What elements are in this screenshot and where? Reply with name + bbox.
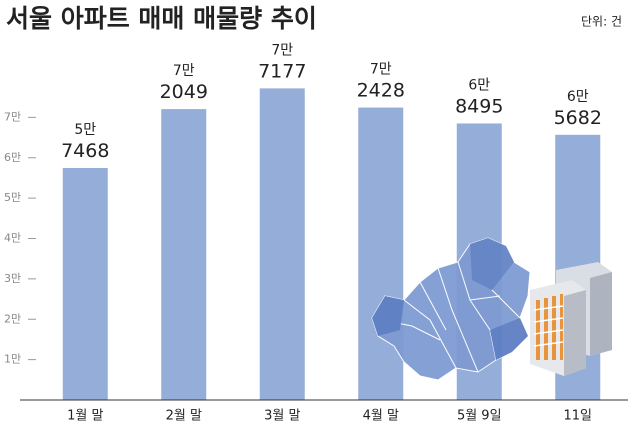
value-label: 6만 8495 [455,77,503,117]
chart-title: 서울 아파트 매매 매물량 추이 [6,4,317,33]
y-tick-label: 4만 [4,232,21,245]
unit-note: 단위: 건 [581,15,622,29]
y-tick-label: 1만 [4,353,21,366]
y-tick-label: 7만 [4,110,21,123]
value-label: 7만 2428 [357,62,405,102]
x-tick-label: 11일 [563,409,592,424]
bars [62,88,601,401]
y-tick-label: 6만 [4,151,21,164]
buildings [530,262,612,376]
bar [62,167,108,400]
x-tick-label: 1월 말 [67,409,103,424]
x-tick-label: 4월 말 [363,409,399,424]
x-tick-label: 3월 말 [264,409,300,424]
y-tick-label: 5만 [4,191,21,204]
value-label: 7만 7177 [258,42,306,81]
y-tick-label: 3만 [4,272,21,285]
seoul-map [371,237,531,381]
x-tick-label: 5월 9일 [457,409,502,424]
y-tick-label: 2만 [4,312,21,325]
bar [161,109,207,400]
value-label: 5만 7468 [61,122,109,162]
x-tick-label: 2월 말 [166,409,202,424]
value-label: 7만 2049 [160,63,208,103]
bar [259,88,305,401]
value-label: 6만 5682 [554,89,602,129]
bar [358,107,404,400]
